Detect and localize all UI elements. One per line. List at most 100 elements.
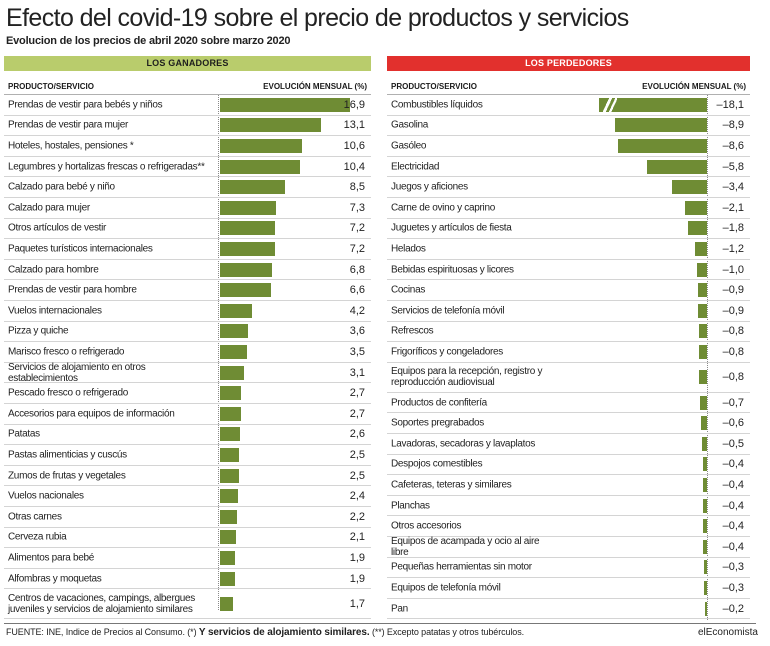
winners-value: 2,1 [349, 531, 365, 544]
losers-row: Cafeteras, teteras y similares –0,4 [387, 475, 750, 496]
winners-label: Prendas de vestir para bebés y niños [8, 99, 163, 111]
winners-value: 3,5 [349, 345, 365, 358]
winners-label: Alfombras y moquetas [8, 573, 102, 585]
losers-value: –0,2 [722, 602, 744, 615]
winners-value: 6,8 [349, 263, 365, 276]
winners-label: Zumos de frutas y vegetales [8, 470, 126, 482]
winners-row: Vuelos internacionales 4,2 [4, 301, 371, 322]
winners-value: 1,9 [349, 572, 365, 585]
losers-bar [697, 283, 707, 298]
winners-bar [220, 221, 276, 236]
losers-row: Soportes pregrabados –0,6 [387, 413, 750, 434]
losers-value: –0,8 [722, 371, 744, 384]
winners-label: Pastas alimenticias y cuscús [8, 449, 127, 461]
losers-bar [698, 344, 707, 359]
winners-label: Alimentos para bebé [8, 552, 95, 564]
losers-bar [701, 436, 707, 451]
losers-row: Bebidas espirituosas y licores –1,0 [387, 260, 750, 281]
losers-value: –2,1 [722, 201, 744, 214]
winners-row: Legumbres y hortalizas frescas o refrige… [4, 157, 371, 178]
losers-bar [702, 539, 707, 554]
winners-row: Otros artículos de vestir 7,2 [4, 219, 371, 240]
winners-row: Prendas de vestir para bebés y niños 16,9 [4, 95, 371, 116]
losers-value: –0,4 [722, 458, 744, 471]
footer-source: FUENTE: INE, Indice de Precios al Consum… [6, 627, 524, 638]
winners-bar [220, 97, 350, 112]
footer-source-text: FUENTE: INE, Indice de Precios al Consum… [6, 627, 197, 637]
winners-label: Accesorios para equipos de información [8, 408, 175, 420]
losers-value: –0,4 [722, 499, 744, 512]
winners-row: Otras carnes 2,2 [4, 507, 371, 528]
losers-row: Productos de confitería –0,7 [387, 393, 750, 414]
losers-label: Refrescos [391, 325, 434, 337]
losers-value: –0,6 [722, 417, 744, 430]
losers-row: Refrescos –0,8 [387, 322, 750, 343]
losers-value: –0,4 [722, 540, 744, 553]
winners-label: Cerveza rubia [8, 531, 67, 543]
winners-banner: LOS GANADORES [4, 56, 371, 71]
winners-row: Alimentos para bebé 1,9 [4, 548, 371, 569]
winners-bar [220, 596, 234, 611]
losers-bar [697, 303, 707, 318]
losers-row: Combustibles líquidos –18,1 [387, 95, 750, 116]
chart-subtitle: Evolucion de los precios de abril 2020 s… [6, 35, 291, 47]
winners-row: Patatas 2,6 [4, 425, 371, 446]
losers-value: –0,8 [722, 325, 744, 338]
losers-row: Carne de ovino y caprino –2,1 [387, 198, 750, 219]
winners-value: 1,9 [349, 551, 365, 564]
winners-row: Vuelos nacionales 2,4 [4, 486, 371, 507]
losers-row: Equipos para la recepción, registro y re… [387, 363, 750, 393]
losers-row: Pan –0,2 [387, 599, 750, 620]
winners-label: Pescado fresco o refrigerado [8, 387, 129, 399]
losers-row: Servicios de telefonía móvil –0,9 [387, 301, 750, 322]
winners-label: Calzado para bebé y niño [8, 181, 115, 193]
winners-row: Cerveza rubia 2,1 [4, 528, 371, 549]
losers-label: Productos de confitería [391, 397, 487, 409]
brand-logo: elEconomista [697, 627, 758, 638]
losers-value: –5,8 [722, 160, 744, 173]
losers-value: –1,8 [722, 222, 744, 235]
footer-bold-note: Y servicios de alojamiento similares. [198, 627, 370, 638]
losers-bar [703, 580, 707, 595]
winners-bar [220, 447, 240, 462]
losers-row: Helados –1,2 [387, 239, 750, 260]
winners-panel: LOS GANADORES PRODUCTO/SERVICIO EVOLUCIÓ… [4, 56, 371, 620]
losers-label: Pan [391, 603, 408, 615]
losers-value: –0,4 [722, 478, 744, 491]
winners-value: 4,2 [349, 304, 365, 317]
losers-bar [700, 416, 707, 431]
losers-bar [688, 221, 707, 236]
losers-value: –0,3 [722, 561, 744, 574]
winners-label: Marisco fresco o refrigerado [8, 346, 125, 358]
winners-label: Prendas de vestir para hombre [8, 284, 137, 296]
winners-row: Accesorios para equipos de información 2,… [4, 404, 371, 425]
losers-label: Lavadoras, secadoras y lavaplatos [391, 438, 536, 450]
losers-label: Servicios de telefonía móvil [391, 305, 505, 317]
losers-column-header: PRODUCTO/SERVICIO EVOLUCIÓN MENSUAL (%) [387, 77, 750, 95]
losers-row: Equipos de telefonía móvil –0,3 [387, 578, 750, 599]
losers-row: Equipos de acampada y ocio al aire libre… [387, 535, 750, 558]
losers-value: –18,1 [716, 98, 744, 111]
winners-row: Zumos de frutas y vegetales 2,5 [4, 466, 371, 487]
losers-label: Cafeteras, teteras y similares [391, 479, 512, 491]
winners-column-header: PRODUCTO/SERVICIO EVOLUCIÓN MENSUAL (%) [4, 77, 371, 95]
winners-row: Paquetes turísticos internacionales 7,2 [4, 239, 371, 260]
winners-value: 7,2 [349, 222, 365, 235]
losers-row: Despojos comestibles –0,4 [387, 455, 750, 476]
losers-label: Equipos de acampada y ocio al aire libre [391, 535, 540, 558]
winners-bar [220, 283, 271, 298]
winners-label: Pizza y quiche [8, 325, 69, 337]
winners-rows: Prendas de vestir para bebés y niños 16,9… [4, 95, 371, 620]
losers-value: –3,4 [722, 181, 744, 194]
losers-value: –0,4 [722, 520, 744, 533]
winners-bar [220, 159, 300, 174]
winners-label: Paquetes turísticos internacionales [8, 243, 153, 255]
losers-label: Electricidad [391, 161, 440, 173]
losers-label: Equipos de telefonía móvil [391, 582, 501, 594]
winners-label: Servicios de alojamiento en otros establ… [8, 361, 146, 384]
losers-bar [704, 601, 707, 616]
winners-label: Legumbres y hortalizas frescas o refrige… [8, 161, 205, 173]
winners-row: Centros de vacaciones, campings, albergu… [4, 589, 371, 620]
winners-value: 2,6 [349, 428, 365, 441]
winners-bar [220, 262, 273, 277]
